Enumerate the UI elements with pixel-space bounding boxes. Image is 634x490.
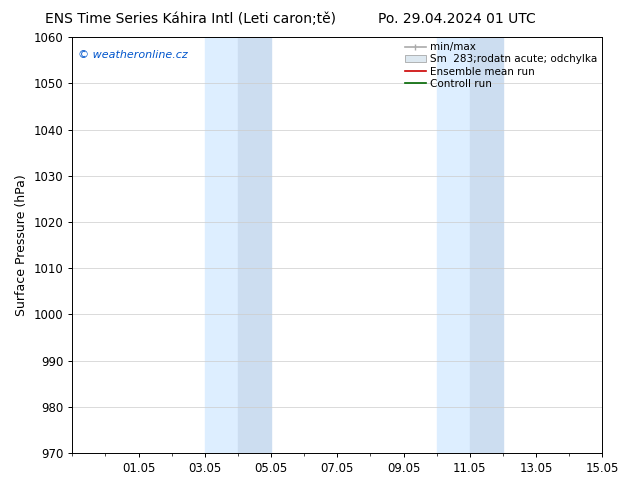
Bar bbox=[238, 37, 271, 453]
Bar bbox=[470, 37, 503, 453]
Y-axis label: Surface Pressure (hPa): Surface Pressure (hPa) bbox=[15, 174, 28, 316]
Text: Po. 29.04.2024 01 UTC: Po. 29.04.2024 01 UTC bbox=[378, 12, 535, 26]
Text: ENS Time Series Káhira Intl (Leti caron;tě): ENS Time Series Káhira Intl (Leti caron;… bbox=[45, 12, 335, 26]
Bar bbox=[437, 37, 470, 453]
Bar bbox=[205, 37, 238, 453]
Legend: min/max, Sm  283;rodatn acute; odchylka, Ensemble mean run, Controll run: min/max, Sm 283;rodatn acute; odchylka, … bbox=[405, 42, 597, 89]
Text: © weatheronline.cz: © weatheronline.cz bbox=[77, 49, 188, 60]
